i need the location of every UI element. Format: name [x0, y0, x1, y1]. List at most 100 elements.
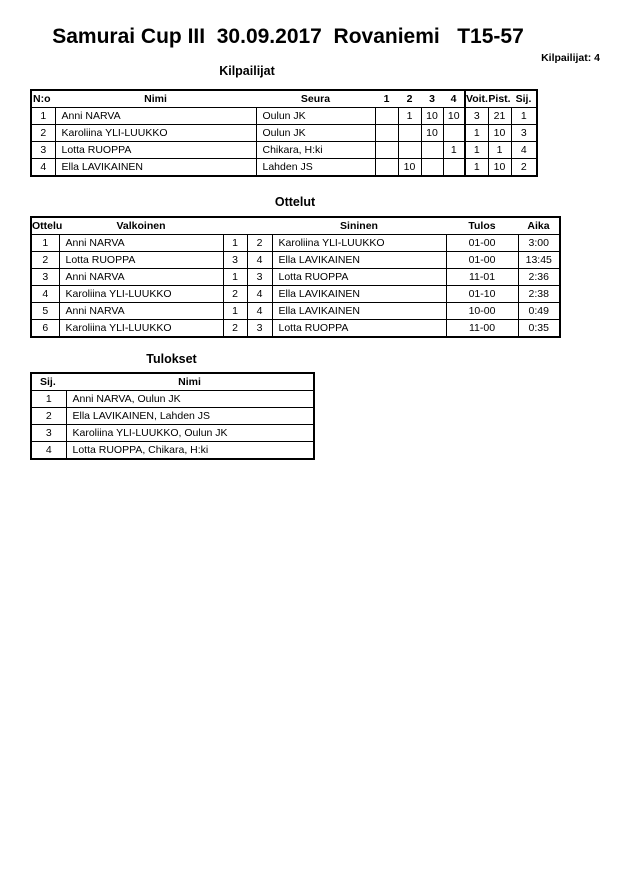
table-cell: 4: [246, 302, 273, 320]
column-header-rank: Sij.: [31, 373, 66, 391]
table-cell: 6: [30, 319, 60, 338]
table-cell: 4: [30, 285, 60, 303]
table-cell: 4: [30, 158, 56, 177]
table-cell: Ella LAVIKAINEN: [271, 285, 447, 303]
table-cell: 4: [246, 285, 273, 303]
results-table: Sij. Nimi 1 Anni NARVA, Oulun JK 2 Ella LAV…: [30, 372, 315, 460]
table-row: 2 Karoliina YLI-LUUKKO Oulun JK 10 1 10 3: [30, 124, 538, 142]
table-cell: 0:35: [517, 319, 561, 338]
table-cell: Anni NARVA, Oulun JK: [65, 390, 315, 408]
table-cell: 5: [30, 302, 60, 320]
column-header-name: Nimi: [55, 90, 256, 108]
table-cell: [374, 124, 399, 142]
column-header-wins: Voit.: [464, 90, 488, 108]
table-row: 4 Ella LAVIKAINEN Lahden JS 10 1 10 2: [30, 158, 538, 177]
column-header-opp4: 4: [443, 90, 465, 108]
table-cell: 1: [397, 107, 422, 125]
table-row: 4 Lotta RUOPPA, Chikara, H:ki: [30, 441, 315, 460]
table-cell: 1: [222, 268, 248, 286]
table-header-row: Sij. Nimi: [31, 373, 314, 391]
table-cell: 3: [222, 251, 248, 269]
table-cell: 1: [510, 107, 538, 125]
table-cell: Karoliina YLI-LUUKKO: [54, 124, 257, 142]
table-cell: 01-10: [445, 285, 519, 303]
table-cell: 2: [30, 407, 67, 425]
table-cell: 2:36: [517, 268, 561, 286]
table-cell: Lotta RUOPPA: [271, 319, 447, 338]
results-section-title: Tulokset: [146, 352, 197, 366]
table-cell: Ella LAVIKAINEN, Lahden JS: [65, 407, 315, 425]
table-row: 3 Lotta RUOPPA Chikara, H:ki 1 1 1 4: [30, 141, 538, 159]
table-row: 2 Lotta RUOPPA 3 4 Ella LAVIKAINEN 01-00 13:45: [30, 251, 561, 269]
table-cell: Lotta RUOPPA: [58, 251, 224, 269]
table-cell: [374, 141, 399, 159]
table-cell: 3: [30, 141, 56, 159]
table-cell: 1: [222, 302, 248, 320]
column-header-blue: Sininen: [272, 217, 446, 235]
column-header-opp3: 3: [421, 90, 443, 108]
table-cell: [442, 124, 466, 142]
table-cell: 2: [510, 158, 538, 177]
table-cell: Ella LAVIKAINEN: [271, 251, 447, 269]
table-cell: Anni NARVA: [58, 234, 224, 252]
column-header-white-no: [223, 217, 247, 235]
table-cell: Karoliina YLI-LUUKKO: [58, 319, 224, 338]
column-header-points: Pist.: [488, 90, 511, 108]
table-cell: 01-00: [445, 251, 519, 269]
table-cell: 10: [397, 158, 422, 177]
table-cell: 1: [464, 124, 489, 142]
table-cell: 10: [420, 107, 444, 125]
table-cell: 1: [442, 141, 466, 159]
table-cell: 4: [30, 441, 67, 460]
table-cell: Anni NARVA: [58, 302, 224, 320]
table-cell: Lotta RUOPPA: [54, 141, 257, 159]
table-cell: Karoliina YLI-LUUKKO, Oulun JK: [65, 424, 315, 442]
table-cell: 10: [442, 107, 466, 125]
table-cell: [397, 124, 422, 142]
table-header-row: N:o Nimi Seura 1 2 3 4 Voit. Pist. Sij.: [31, 90, 537, 108]
table-cell: 21: [487, 107, 512, 125]
table-cell: 3: [30, 268, 60, 286]
table-row: 1 Anni NARVA 1 2 Karoliina YLI-LUUKKO 01-00 3:…: [30, 234, 561, 252]
table-cell: [442, 158, 466, 177]
competitors-section-title: Kilpailijat: [219, 64, 275, 78]
table-cell: 10: [420, 124, 444, 142]
table-cell: Lotta RUOPPA: [271, 268, 447, 286]
matches-table: Ottelu Valkoinen Sininen Tulos Aika 1 Ann…: [30, 216, 561, 338]
page-title: Samurai Cup III 30.09.2017 Rovaniemi T15…: [52, 25, 524, 48]
table-row: 3 Karoliina YLI-LUUKKO, Oulun JK: [30, 424, 315, 442]
table-cell: 11-00: [445, 319, 519, 338]
table-cell: Ella LAVIKAINEN: [271, 302, 447, 320]
table-row: 6 Karoliina YLI-LUUKKO 2 3 Lotta RUOPPA 11-00…: [30, 319, 561, 338]
table-cell: 4: [510, 141, 538, 159]
table-cell: 2: [222, 319, 248, 338]
table-cell: 3: [510, 124, 538, 142]
table-cell: 3: [464, 107, 489, 125]
column-header-result: Tulos: [446, 217, 518, 235]
table-cell: 1: [487, 141, 512, 159]
table-cell: Oulun JK: [255, 107, 376, 125]
column-header-time: Aika: [518, 217, 560, 235]
table-cell: 1: [30, 234, 60, 252]
table-cell: Chikara, H:ki: [255, 141, 376, 159]
table-cell: [374, 158, 399, 177]
table-row: 4 Karoliina YLI-LUUKKO 2 4 Ella LAVIKAINEN 01…: [30, 285, 561, 303]
matches-section-title: Ottelut: [274, 195, 316, 209]
table-row: 1 Anni NARVA, Oulun JK: [30, 390, 315, 408]
table-cell: [397, 141, 422, 159]
table-row: 2 Ella LAVIKAINEN, Lahden JS: [30, 407, 315, 425]
table-cell: Ella LAVIKAINEN: [54, 158, 257, 177]
column-header-match: Ottelu: [31, 217, 62, 235]
table-cell: 2: [30, 251, 60, 269]
table-cell: 13:45: [517, 251, 561, 269]
table-row: 3 Anni NARVA 1 3 Lotta RUOPPA 11-01 2:36: [30, 268, 561, 286]
table-cell: Karoliina YLI-LUUKKO: [271, 234, 447, 252]
table-cell: 2:38: [517, 285, 561, 303]
competitors-table: N:o Nimi Seura 1 2 3 4 Voit. Pist. Sij. …: [30, 89, 538, 177]
table-cell: 1: [464, 141, 489, 159]
table-cell: 1: [222, 234, 248, 252]
column-header-club: Seura: [256, 90, 375, 108]
column-header-opp1: 1: [375, 90, 398, 108]
table-cell: 2: [246, 234, 273, 252]
table-cell: Anni NARVA: [54, 107, 257, 125]
